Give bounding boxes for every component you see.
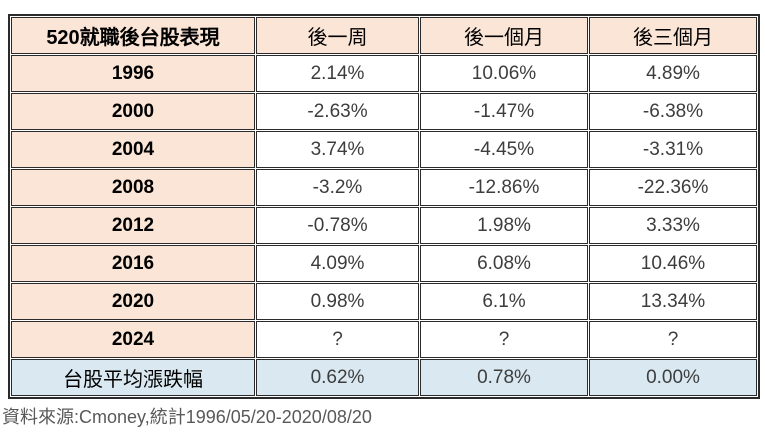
year-cell: 1996 xyxy=(11,55,255,92)
table-container: 520就職後台股表現 後一周 後一個月 後三個月 1996 2.14% 10.06%… xyxy=(8,14,760,399)
value-cell: ? xyxy=(256,321,419,358)
year-cell: 2012 xyxy=(11,207,255,244)
year-cell: 2024 xyxy=(11,321,255,358)
col-header-week: 後一周 xyxy=(256,17,419,54)
year-cell: 2016 xyxy=(11,245,255,282)
value-cell: -6.38% xyxy=(589,93,757,130)
summary-value-month: 0.78% xyxy=(420,359,588,396)
value-cell: 6.08% xyxy=(420,245,588,282)
source-caption: 資料來源:Cmoney,統計1996/05/20-2020/08/20 xyxy=(2,407,372,427)
value-cell: 6.1% xyxy=(420,283,588,320)
year-cell: 2020 xyxy=(11,283,255,320)
value-cell: -12.86% xyxy=(420,169,588,206)
table-row-2020: 2020 0.98% 6.1% 13.34% xyxy=(11,283,757,320)
value-cell: 2.14% xyxy=(256,55,419,92)
value-cell: -3.2% xyxy=(256,169,419,206)
value-cell: 10.06% xyxy=(420,55,588,92)
value-cell: 3.74% xyxy=(256,131,419,168)
summary-row: 台股平均漲跌幅 0.62% 0.78% 0.00% xyxy=(11,359,757,396)
col-header-month: 後一個月 xyxy=(420,17,588,54)
value-cell: -3.31% xyxy=(589,131,757,168)
value-cell: -22.36% xyxy=(589,169,757,206)
table-row-2000: 2000 -2.63% -1.47% -6.38% xyxy=(11,93,757,130)
year-cell: 2008 xyxy=(11,169,255,206)
value-cell: ? xyxy=(589,321,757,358)
table-header-row: 520就職後台股表現 後一周 後一個月 後三個月 xyxy=(11,17,757,54)
year-cell: 2000 xyxy=(11,93,255,130)
summary-value-week: 0.62% xyxy=(256,359,419,396)
stock-performance-table: 520就職後台股表現 後一周 後一個月 後三個月 1996 2.14% 10.06%… xyxy=(8,14,760,399)
table-row-2008: 2008 -3.2% -12.86% -22.36% xyxy=(11,169,757,206)
table-row-2012: 2012 -0.78% 1.98% 3.33% xyxy=(11,207,757,244)
value-cell: ? xyxy=(420,321,588,358)
table-row-2016: 2016 4.09% 6.08% 10.46% xyxy=(11,245,757,282)
value-cell: 13.34% xyxy=(589,283,757,320)
value-cell: -1.47% xyxy=(420,93,588,130)
value-cell: 3.33% xyxy=(589,207,757,244)
year-cell: 2004 xyxy=(11,131,255,168)
table-row-2004: 2004 3.74% -4.45% -3.31% xyxy=(11,131,757,168)
table-row-2024: 2024??? xyxy=(11,321,757,358)
value-cell: -0.78% xyxy=(256,207,419,244)
value-cell: 10.46% xyxy=(589,245,757,282)
table-title-cell: 520就職後台股表現 xyxy=(11,17,255,54)
value-cell: -2.63% xyxy=(256,93,419,130)
value-cell: 4.89% xyxy=(589,55,757,92)
value-cell: 0.98% xyxy=(256,283,419,320)
value-cell: 4.09% xyxy=(256,245,419,282)
value-cell: 1.98% xyxy=(420,207,588,244)
table-row-1996: 1996 2.14% 10.06% 4.89% xyxy=(11,55,757,92)
value-cell: -4.45% xyxy=(420,131,588,168)
summary-value-quarter: 0.00% xyxy=(589,359,757,396)
col-header-quarter: 後三個月 xyxy=(589,17,757,54)
summary-label-cell: 台股平均漲跌幅 xyxy=(11,359,255,396)
